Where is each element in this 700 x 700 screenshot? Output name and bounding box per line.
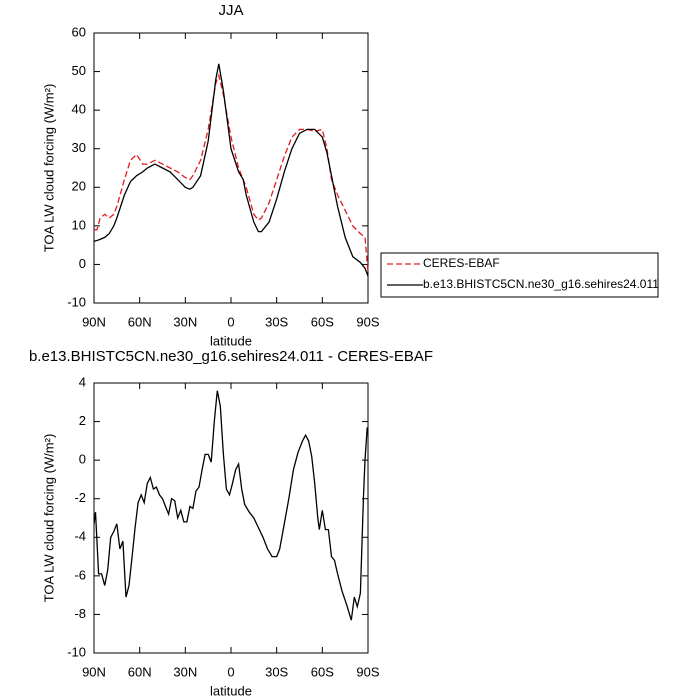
y-tick-label: 10 <box>72 217 86 232</box>
y-tick-label: 60 <box>72 24 86 39</box>
x-tick-label: 60S <box>311 664 334 679</box>
x-tick-label: 30S <box>265 664 288 679</box>
x-tick-label: 90N <box>82 314 106 329</box>
y-tick-label: -8 <box>74 606 86 621</box>
x-axis-label: latitude <box>210 683 252 698</box>
x-tick-label: 30N <box>173 314 197 329</box>
x-tick-label: 60S <box>311 314 334 329</box>
series-line <box>93 63 369 277</box>
series-line <box>93 390 368 621</box>
y-tick-label: 0 <box>79 452 86 467</box>
x-tick-label: 0 <box>227 664 234 679</box>
y-tick-label: 4 <box>79 374 86 389</box>
y-tick-label: -10 <box>67 644 86 659</box>
x-tick-label: 60N <box>128 664 152 679</box>
plot-frame <box>93 32 369 304</box>
x-tick-label: 60N <box>128 314 152 329</box>
y-axis-label: TOA LW cloud forcing (W/m²) <box>41 84 56 253</box>
x-tick-label: 30N <box>173 664 197 679</box>
x-axis-label: latitude <box>210 333 252 348</box>
y-tick-label: -2 <box>74 490 86 505</box>
legend-box <box>380 252 659 298</box>
chart-title: JJA <box>218 2 243 19</box>
plot-frame <box>93 382 369 654</box>
series-line <box>94 73 369 273</box>
y-tick-label: 50 <box>72 63 86 78</box>
y-tick-label: 0 <box>79 256 86 271</box>
x-tick-label: 90N <box>82 664 106 679</box>
y-tick-label: 30 <box>72 140 86 155</box>
x-tick-label: 90S <box>356 314 379 329</box>
y-tick-label: 2 <box>79 413 86 428</box>
legend-label: CERES-EBAF <box>423 256 500 270</box>
y-tick-label: 40 <box>72 102 86 117</box>
y-axis-label: TOA LW cloud forcing (W/m²) <box>41 434 56 603</box>
y-tick-label: -10 <box>67 294 86 309</box>
y-tick-label: -6 <box>74 567 86 582</box>
legend-label: b.e13.BHISTC5CN.ne30_g16.sehires24.011 <box>423 277 659 291</box>
x-tick-label: 90S <box>356 664 379 679</box>
y-tick-label: -4 <box>74 529 86 544</box>
y-tick-label: 20 <box>72 179 86 194</box>
x-tick-label: 30S <box>265 314 288 329</box>
chart-title: b.e13.BHISTC5CN.ne30_g16.sehires24.011 -… <box>29 348 433 365</box>
legend: CERES-EBAF b.e13.BHISTC5CN.ne30_g16.sehir… <box>380 252 659 298</box>
x-tick-label: 0 <box>227 314 234 329</box>
